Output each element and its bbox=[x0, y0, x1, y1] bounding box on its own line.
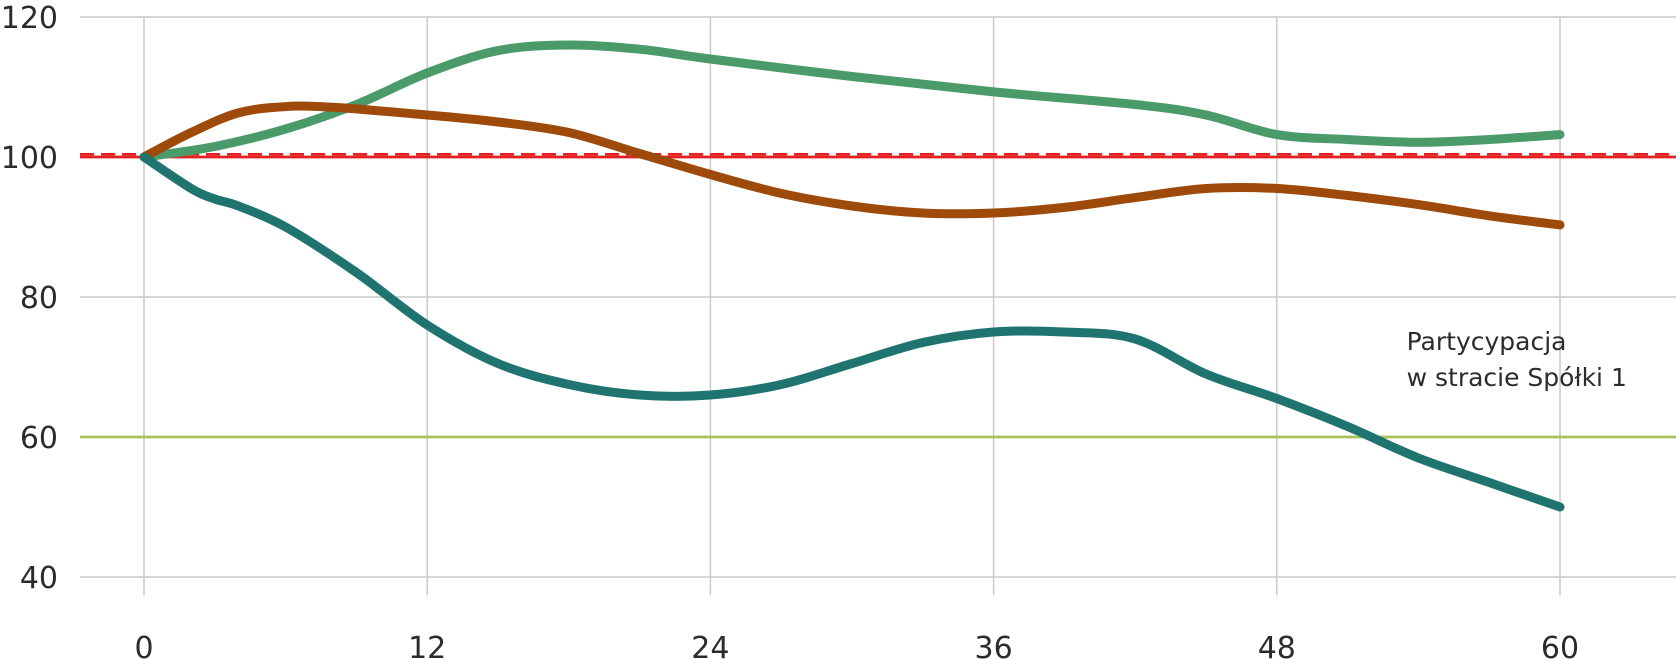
series-lines bbox=[139, 40, 1565, 512]
tick-labels: 40 60 80 100 120 0 12 24 36 48 60 bbox=[1, 1, 1579, 659]
x-tick-label: 12 bbox=[408, 631, 446, 659]
x-tick-label: 60 bbox=[1541, 631, 1579, 659]
x-tick-label: 36 bbox=[975, 631, 1013, 659]
y-tick-label: 60 bbox=[20, 421, 58, 456]
y-tick-label: 80 bbox=[20, 281, 58, 316]
x-tick-label: 24 bbox=[691, 631, 729, 659]
annotation-line-1: Partycypacja bbox=[1407, 327, 1567, 356]
x-tick-label: 48 bbox=[1258, 631, 1296, 659]
annotation-line-2: w stracie Spółki 1 bbox=[1407, 363, 1627, 392]
series-line-2 bbox=[139, 101, 1565, 230]
y-tick-label: 100 bbox=[1, 141, 58, 176]
y-tick-label: 40 bbox=[20, 561, 58, 596]
series-line-3 bbox=[139, 152, 1565, 512]
x-tick-label: 0 bbox=[134, 631, 153, 659]
reference-lines bbox=[80, 152, 1676, 439]
series-line-1 bbox=[139, 40, 1565, 162]
y-tick-label: 120 bbox=[1, 1, 58, 36]
